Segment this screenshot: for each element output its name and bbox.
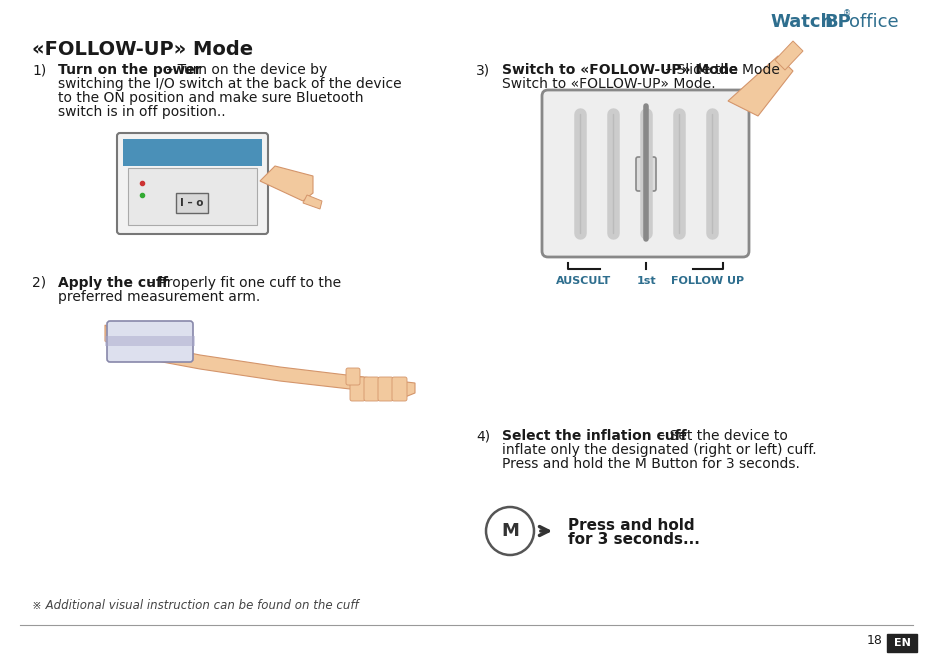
Text: AUSCULT: AUSCULT bbox=[556, 276, 612, 286]
FancyBboxPatch shape bbox=[105, 336, 195, 346]
Text: 1): 1) bbox=[32, 63, 47, 77]
Text: switching the I/O switch at the back of the device: switching the I/O switch at the back of … bbox=[58, 77, 401, 91]
FancyBboxPatch shape bbox=[887, 634, 917, 652]
FancyBboxPatch shape bbox=[350, 377, 365, 401]
Text: EN: EN bbox=[894, 638, 911, 648]
Text: 18: 18 bbox=[867, 635, 883, 648]
Text: FOLLOW UP: FOLLOW UP bbox=[672, 276, 745, 286]
FancyBboxPatch shape bbox=[128, 168, 257, 225]
Text: Watch: Watch bbox=[770, 13, 833, 31]
Text: Select the inflation cuff: Select the inflation cuff bbox=[502, 429, 687, 443]
Polygon shape bbox=[105, 325, 415, 399]
Text: for 3 seconds...: for 3 seconds... bbox=[568, 532, 700, 547]
Text: office: office bbox=[849, 13, 898, 31]
FancyBboxPatch shape bbox=[378, 377, 393, 401]
FancyBboxPatch shape bbox=[542, 90, 749, 257]
Polygon shape bbox=[775, 41, 803, 70]
Text: Press and hold the M Button for 3 seconds.: Press and hold the M Button for 3 second… bbox=[502, 457, 800, 471]
Text: BP: BP bbox=[824, 13, 851, 31]
Polygon shape bbox=[260, 166, 313, 201]
Text: 1st: 1st bbox=[636, 276, 656, 286]
Text: switch is in off position..: switch is in off position.. bbox=[58, 105, 226, 119]
FancyBboxPatch shape bbox=[176, 193, 208, 213]
FancyBboxPatch shape bbox=[364, 377, 379, 401]
Text: ®: ® bbox=[843, 9, 851, 18]
Polygon shape bbox=[728, 56, 793, 116]
Text: 3): 3) bbox=[476, 63, 490, 77]
FancyBboxPatch shape bbox=[123, 139, 262, 166]
FancyBboxPatch shape bbox=[117, 133, 268, 234]
Text: Apply the cuff: Apply the cuff bbox=[58, 276, 168, 290]
Text: Turn on the power: Turn on the power bbox=[58, 63, 202, 77]
Circle shape bbox=[486, 507, 534, 555]
Text: preferred measurement arm.: preferred measurement arm. bbox=[58, 290, 260, 304]
Text: I – o: I – o bbox=[180, 198, 203, 208]
Text: – Turn on the device by: – Turn on the device by bbox=[161, 63, 327, 77]
Text: 2): 2) bbox=[32, 276, 46, 290]
Text: Switch to «FOLLOW-UP» Mode.: Switch to «FOLLOW-UP» Mode. bbox=[502, 77, 716, 91]
Text: ※ Additional visual instruction can be found on the cuff: ※ Additional visual instruction can be f… bbox=[32, 599, 358, 612]
FancyBboxPatch shape bbox=[392, 377, 407, 401]
Text: – Slide the Mode: – Slide the Mode bbox=[661, 63, 779, 77]
Text: «FOLLOW-UP» Mode: «FOLLOW-UP» Mode bbox=[32, 40, 253, 59]
Text: – Properly fit one cuff to the: – Properly fit one cuff to the bbox=[144, 276, 341, 290]
Text: – Set the device to: – Set the device to bbox=[655, 429, 788, 443]
Text: Press and hold: Press and hold bbox=[568, 518, 695, 533]
Text: 4): 4) bbox=[476, 429, 490, 443]
Text: M: M bbox=[501, 522, 519, 540]
Text: Switch to «FOLLOW-UP» Mode: Switch to «FOLLOW-UP» Mode bbox=[502, 63, 738, 77]
Text: inflate only the designated (right or left) cuff.: inflate only the designated (right or le… bbox=[502, 443, 816, 457]
FancyBboxPatch shape bbox=[346, 368, 360, 385]
Polygon shape bbox=[303, 195, 322, 209]
FancyBboxPatch shape bbox=[636, 157, 656, 191]
FancyBboxPatch shape bbox=[107, 321, 193, 362]
Text: to the ON position and make sure Bluetooth: to the ON position and make sure Bluetoo… bbox=[58, 91, 364, 105]
